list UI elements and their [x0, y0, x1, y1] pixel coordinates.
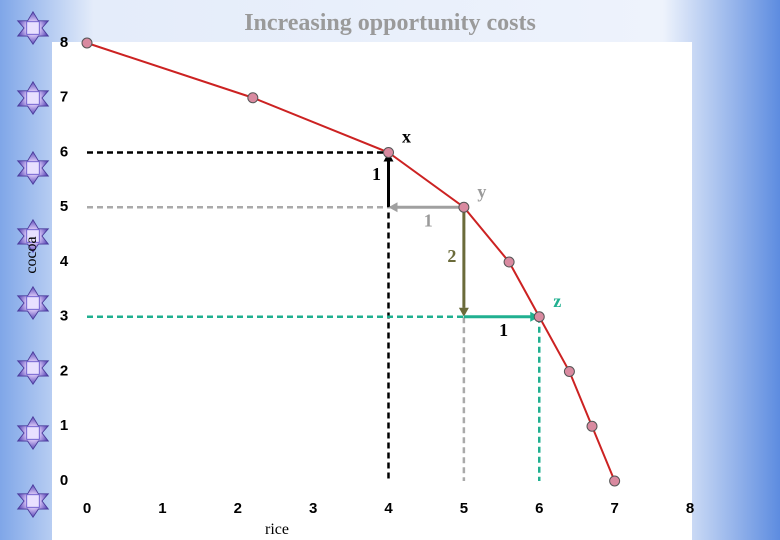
chart-title: Increasing opportunity costs: [244, 10, 536, 36]
x-tick-label: 7: [610, 500, 618, 517]
x-tick-label: 2: [234, 500, 242, 517]
x-tick-label: 3: [309, 500, 317, 517]
y-tick-label: 3: [60, 308, 68, 325]
y-tick-label: 6: [60, 143, 68, 160]
data-point: [563, 366, 575, 377]
data-point: [503, 256, 515, 268]
data-point: [533, 311, 545, 323]
data-point: [383, 147, 394, 158]
y-tick-label: 5: [60, 198, 68, 215]
y-tick-label: 2: [60, 362, 68, 379]
arrow-label: 2: [447, 246, 456, 266]
y-tick-label: 1: [60, 417, 68, 434]
x-axis-label: rice: [265, 521, 289, 538]
data-point: [81, 37, 93, 49]
arrow-head: [388, 202, 398, 213]
arrow-head: [458, 307, 469, 317]
data-point: [586, 420, 598, 432]
arrow-label: 1: [372, 164, 381, 184]
x-tick-label: 0: [83, 500, 91, 517]
x-tick-label: 1: [158, 500, 166, 517]
point-label: z: [553, 291, 561, 311]
data-point: [247, 92, 259, 104]
y-tick-label: 8: [60, 34, 68, 51]
data-point: [458, 201, 470, 213]
x-tick-label: 4: [384, 500, 393, 517]
x-tick-label: 8: [686, 500, 694, 517]
y-tick-label: 4: [60, 253, 69, 270]
x-tick-label: 5: [460, 500, 468, 517]
y-tick-label: 0: [60, 472, 68, 489]
y-tick-label: 7: [60, 89, 68, 106]
data-point: [609, 475, 621, 487]
y-axis-label: cocoa: [23, 236, 40, 273]
point-label: y: [477, 181, 486, 201]
point-label: x: [402, 127, 411, 147]
arrow-label: 1: [499, 320, 508, 340]
x-tick-label: 6: [535, 500, 543, 517]
plot-area: [52, 42, 692, 540]
arrow-label: 1: [424, 210, 433, 230]
